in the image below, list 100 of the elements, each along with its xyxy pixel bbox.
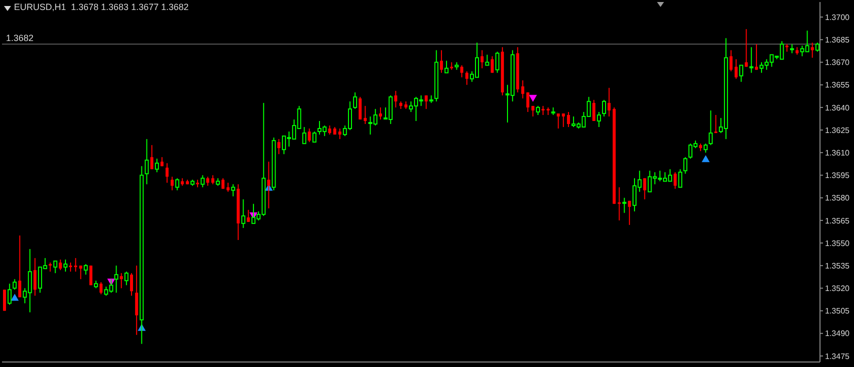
candlestick — [120, 272, 123, 289]
candlestick — [596, 111, 601, 128]
candlestick — [714, 114, 718, 134]
point — [528, 94, 537, 102]
y-tick-label: 1.3670 — [825, 58, 850, 68]
candlestick — [592, 99, 596, 122]
candlestick — [495, 51, 500, 74]
y-tick-label: 1.3685 — [825, 35, 850, 44]
candlestick — [308, 128, 311, 143]
candlestick — [231, 184, 236, 197]
candlestick — [683, 156, 688, 174]
candlestick — [8, 283, 12, 306]
candlestick — [562, 112, 565, 128]
y-tick-label: 1.3580 — [825, 194, 850, 203]
candlestick — [364, 105, 367, 125]
candlestick — [33, 258, 36, 296]
candlestick — [154, 158, 159, 173]
candlestick — [378, 106, 382, 120]
candlestick — [267, 161, 270, 209]
candlestick — [628, 200, 631, 226]
candlestick — [79, 265, 82, 280]
candlestick — [328, 125, 332, 136]
candlestick — [100, 282, 103, 295]
candlestick — [170, 176, 174, 191]
y-tick-label: 1.3535 — [825, 261, 850, 270]
y-tick-label: 1.3610 — [825, 148, 850, 158]
point — [702, 155, 710, 162]
candlestick — [536, 105, 540, 116]
candlestick — [440, 50, 443, 74]
candlestick — [246, 209, 250, 222]
candlestick — [485, 54, 490, 66]
candlestick — [526, 92, 530, 112]
candlestick — [556, 112, 560, 130]
candlestick — [114, 265, 118, 294]
candlestick — [144, 138, 149, 185]
candlestick — [69, 262, 72, 272]
candlestick — [708, 110, 713, 146]
candlestick — [277, 138, 280, 155]
candlestick — [790, 44, 794, 54]
point — [10, 294, 19, 301]
candlestick — [754, 44, 758, 70]
y-tick-label: 1.3700 — [825, 12, 850, 22]
candlestick — [643, 178, 646, 200]
candlestick — [678, 168, 682, 188]
candlestick — [734, 58, 738, 80]
candlestick — [566, 111, 570, 128]
candlestick — [175, 178, 180, 191]
candlestick — [63, 259, 68, 272]
candlestick — [338, 128, 342, 140]
candlestick — [460, 64, 464, 78]
candlestick — [200, 174, 205, 188]
y-tick-label: 1.3505 — [825, 306, 850, 316]
candlestick — [12, 278, 17, 290]
candlestick — [521, 80, 524, 99]
candlestick — [674, 172, 677, 190]
chart-title: EURUSD,H1 1.3678 1.3683 1.3677 1.3682 — [14, 2, 189, 12]
candlestick — [618, 186, 621, 221]
candlestick — [150, 144, 154, 170]
candlestick — [211, 174, 214, 185]
candlestick — [465, 70, 468, 86]
y-tick-label: 1.3625 — [825, 126, 850, 135]
candlestick — [744, 28, 748, 68]
candlestick — [730, 50, 733, 72]
candlestick — [226, 182, 230, 192]
candlestick — [602, 99, 606, 117]
candlestick — [810, 42, 814, 58]
y-tick-label: 1.3565 — [825, 216, 850, 226]
candlestick — [622, 197, 626, 214]
candlestick — [302, 126, 306, 144]
candlestick — [608, 87, 611, 117]
candlestick — [124, 271, 128, 286]
y-tick-label: 1.3550 — [825, 238, 850, 248]
candlestick — [166, 162, 169, 184]
candlestick — [84, 264, 88, 276]
candlestick — [53, 260, 58, 274]
candlestick — [394, 90, 398, 108]
candlestick — [704, 143, 708, 154]
candlestick — [749, 46, 754, 74]
candlestick — [480, 50, 484, 69]
candlestick — [58, 259, 62, 271]
candlestick — [74, 258, 78, 272]
candlestick — [444, 60, 449, 74]
y-tick-label: 1.3490 — [825, 329, 850, 338]
ref-line-label: 1.3682 — [6, 33, 34, 44]
candlestick — [18, 234, 22, 298]
candlestick — [490, 56, 494, 74]
candlestick — [739, 64, 744, 82]
y-tick-label: 1.3640 — [825, 103, 850, 112]
candlestick — [48, 262, 52, 272]
candlestick — [424, 94, 428, 110]
candlestick — [358, 96, 362, 120]
candlestick — [221, 178, 224, 190]
candlestick — [542, 105, 545, 116]
y-tick-label: 1.3520 — [825, 284, 850, 294]
candlestick — [206, 176, 210, 186]
candlestick — [241, 198, 246, 228]
candlestick — [89, 265, 92, 286]
candlestick — [130, 272, 134, 296]
y-tick-label: 1.3595 — [825, 171, 850, 180]
candlestick — [815, 42, 820, 52]
